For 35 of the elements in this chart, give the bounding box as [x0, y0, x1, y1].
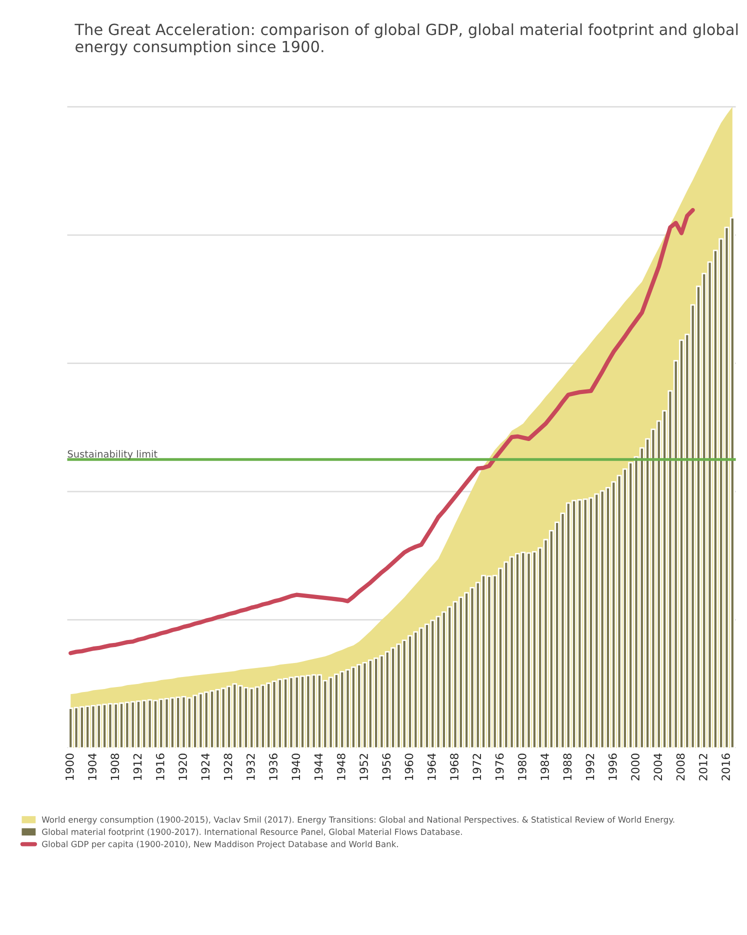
x-tick-label: 1956	[382, 754, 391, 780]
x-tick-label: 1964	[427, 753, 436, 780]
x-tick-label: 1928	[224, 754, 232, 780]
ref-line-label: Sustainability limit	[68, 450, 158, 460]
x-tick-label: 2012	[698, 754, 708, 780]
x-tick-label: 1932	[246, 754, 255, 780]
x-tick-label: 1948	[336, 754, 346, 780]
x-tick-label: 1980	[518, 754, 526, 780]
x-tick-label: 1916	[156, 754, 164, 780]
legend-label: World energy consumption (1900-2015), Vaclav Smil (2017). Energy Transitions: Global and National Perspectives. & Statistical Review of World Energy.	[42, 816, 674, 824]
chart-title: The Great Acceleration: comparison of global GDP, global material footprint and global energy consumption since 1900.	[74, 23, 738, 56]
x-tick-label: 1972	[472, 754, 482, 780]
x-tick-label: 2008	[676, 754, 685, 780]
x-tick-label: 1960	[404, 754, 414, 780]
x-tick-label: 1992	[586, 754, 594, 780]
x-tick-label: 1968	[450, 754, 458, 780]
x-tick-label: 1952	[360, 754, 368, 780]
x-tick-label: 1904	[88, 753, 96, 780]
x-tick-label: 1908	[110, 754, 120, 780]
legend-label: Global material footprint (1900-2017). International Resource Panel, Global Material Flows Database.	[42, 828, 462, 837]
x-tick-label: 1912	[133, 754, 142, 780]
x-tick-label: 2016	[722, 754, 730, 780]
x-tick-label: 1996	[608, 754, 617, 780]
x-tick-label: 1900	[65, 754, 74, 780]
x-tick-label: 1976	[495, 754, 504, 780]
legend-label: Global GDP per capita (1900-2010), New Maddison Project Database and World Bank.	[42, 840, 398, 849]
x-tick-label: 1920	[178, 754, 187, 780]
x-tick-label: 1984	[540, 753, 549, 780]
x-tick-label: 2004	[654, 753, 662, 780]
x-tick-label: 2000	[631, 754, 640, 780]
x-tick-label: 1924	[201, 753, 210, 780]
x-tick-label: 1936	[269, 754, 278, 780]
x-tick-label: 1988	[563, 754, 572, 780]
x-tick-label: 1944	[314, 753, 323, 780]
x-tick-label: 1940	[292, 754, 300, 780]
